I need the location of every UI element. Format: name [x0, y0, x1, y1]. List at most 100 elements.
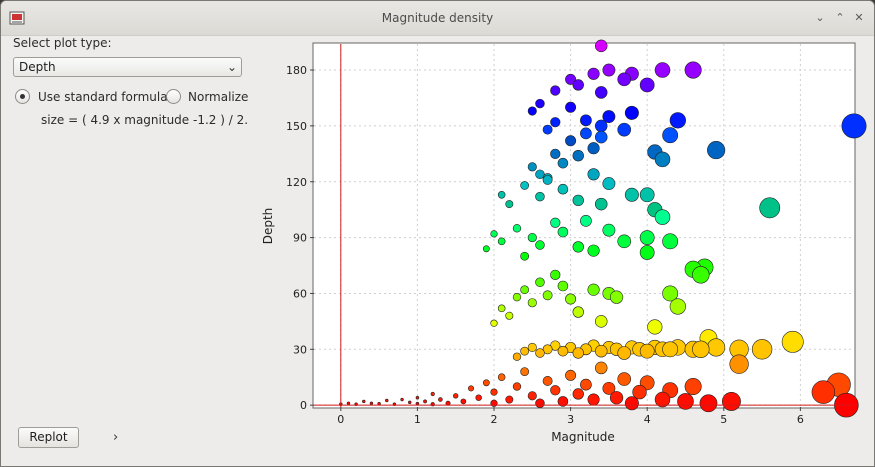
- data-point: [639, 187, 655, 203]
- minimize-icon[interactable]: ⌄: [815, 11, 825, 24]
- data-point: [594, 344, 608, 358]
- data-point: [594, 361, 608, 375]
- data-point: [527, 298, 537, 308]
- data-point: [535, 277, 545, 288]
- data-point: [841, 113, 867, 139]
- data-point: [535, 240, 545, 250]
- data-point: [602, 381, 616, 395]
- data-point: [542, 290, 553, 301]
- data-point: [602, 110, 616, 124]
- data-point: [572, 388, 584, 400]
- data-point: [654, 209, 671, 225]
- standard-formula-radio[interactable]: [15, 89, 30, 104]
- data-point: [662, 285, 679, 302]
- data-point: [707, 141, 726, 160]
- data-point: [617, 346, 632, 360]
- data-point: [617, 234, 632, 249]
- maximize-icon[interactable]: ⌃: [835, 11, 845, 24]
- data-point: [512, 352, 522, 361]
- data-point: [565, 369, 577, 381]
- data-point: [692, 266, 710, 284]
- data-point: [497, 373, 506, 382]
- data-point: [639, 77, 655, 93]
- data-point: [647, 319, 663, 335]
- data-point: [557, 157, 569, 169]
- close-icon[interactable]: ✕: [854, 11, 864, 24]
- y-tick-label: 180: [286, 64, 307, 77]
- data-point: [557, 280, 569, 292]
- data-point: [624, 396, 639, 411]
- data-point: [520, 181, 529, 190]
- data-point: [594, 119, 608, 133]
- normalize-radio[interactable]: [166, 89, 181, 104]
- data-point: [535, 398, 545, 409]
- data-point: [557, 226, 569, 238]
- data-point: [520, 367, 529, 376]
- data-point: [684, 61, 702, 79]
- data-point: [482, 245, 490, 253]
- expand-arrow-icon[interactable]: ›: [113, 430, 119, 445]
- data-point: [467, 385, 475, 392]
- data-point: [580, 127, 592, 140]
- x-tick-label: 4: [644, 413, 651, 426]
- normalize-label[interactable]: Normalize: [188, 90, 249, 104]
- data-point: [520, 285, 529, 295]
- data-point: [587, 244, 600, 257]
- title-bar[interactable]: Magnitude density ⌄ ⌃ ✕: [1, 1, 874, 36]
- data-point: [520, 251, 529, 261]
- data-point: [512, 292, 522, 302]
- data-point: [535, 98, 545, 109]
- data-point: [557, 396, 569, 407]
- data-point: [565, 101, 577, 113]
- data-point: [550, 217, 561, 228]
- data-point: [377, 401, 381, 406]
- data-point: [505, 395, 514, 404]
- data-point: [594, 315, 608, 328]
- data-point: [490, 388, 498, 396]
- data-point: [408, 400, 412, 405]
- data-point: [602, 63, 616, 77]
- x-tick-label: 1: [414, 413, 421, 426]
- y-axis-label: Depth: [261, 208, 275, 245]
- data-point: [438, 397, 443, 402]
- replot-button[interactable]: Replot: [18, 427, 79, 448]
- data-point: [587, 168, 600, 181]
- data-point: [662, 341, 679, 358]
- data-point: [550, 117, 561, 128]
- data-point: [729, 354, 749, 374]
- data-point: [594, 86, 608, 99]
- data-point: [550, 85, 561, 96]
- data-point: [639, 343, 655, 359]
- plot-type-label: Select plot type:: [13, 36, 112, 50]
- data-point: [453, 393, 459, 399]
- x-tick-label: 2: [491, 413, 498, 426]
- data-point: [565, 135, 577, 147]
- data-point: [385, 398, 389, 403]
- data-point: [527, 162, 537, 172]
- x-tick-label: 6: [797, 413, 804, 426]
- standard-formula-label[interactable]: Use standard formula: [38, 90, 168, 104]
- x-tick-label: 3: [567, 413, 574, 426]
- data-point: [565, 293, 577, 305]
- data-point: [512, 224, 522, 233]
- data-point: [684, 378, 702, 396]
- data-point: [632, 384, 647, 400]
- chevron-down-icon: ⌄: [226, 60, 237, 74]
- data-point: [565, 73, 577, 85]
- data-point: [580, 378, 592, 391]
- data-point: [594, 39, 608, 53]
- data-point: [557, 345, 569, 357]
- data-point: [542, 376, 553, 386]
- data-point: [669, 112, 686, 129]
- plot-type-select[interactable]: Depth ⌄: [13, 57, 242, 77]
- data-point: [497, 237, 506, 246]
- data-point: [707, 338, 726, 357]
- data-point: [692, 340, 710, 358]
- y-tick-label: 60: [293, 287, 307, 300]
- data-point: [580, 114, 592, 127]
- data-point: [572, 306, 584, 318]
- data-point: [662, 233, 679, 250]
- data-point: [362, 399, 366, 404]
